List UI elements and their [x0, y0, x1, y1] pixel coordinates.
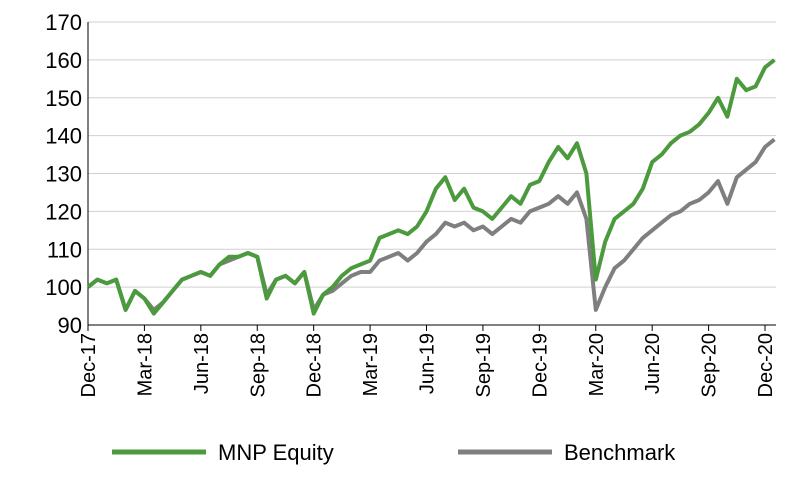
y-tick-label: 110: [47, 237, 82, 262]
series-line: [86, 58, 776, 316]
x-tick-label: Sep-18: [247, 333, 269, 398]
y-tick-label: 150: [45, 86, 82, 111]
x-tick-label: Sep-19: [473, 333, 495, 398]
x-tick-label: Mar-19: [360, 333, 382, 396]
x-tick-label: Mar-20: [586, 333, 608, 396]
x-tick-label: Dec-17: [78, 333, 100, 397]
y-tick-label: 170: [45, 10, 82, 35]
legend-label: Benchmark: [564, 440, 676, 465]
y-tick-label: 120: [45, 199, 82, 224]
x-tick-label: Dec-18: [304, 333, 326, 397]
legend-label: MNP Equity: [218, 440, 334, 465]
x-tick-label: Jun-19: [417, 333, 439, 394]
y-tick-label: 100: [45, 275, 82, 300]
x-tick-label: Jun-18: [191, 333, 213, 394]
y-tick-label: 160: [45, 48, 82, 73]
y-tick-label: 90: [58, 313, 82, 338]
x-tick-label: Mar-18: [134, 333, 156, 396]
y-tick-label: 140: [45, 124, 82, 149]
x-tick-label: Dec-20: [755, 333, 777, 397]
x-tick-label: Jun-20: [642, 333, 664, 394]
series-line: [86, 137, 776, 312]
x-tick-label: Sep-20: [699, 333, 721, 398]
x-tick-label: Dec-19: [529, 333, 551, 397]
y-tick-label: 130: [45, 162, 82, 187]
